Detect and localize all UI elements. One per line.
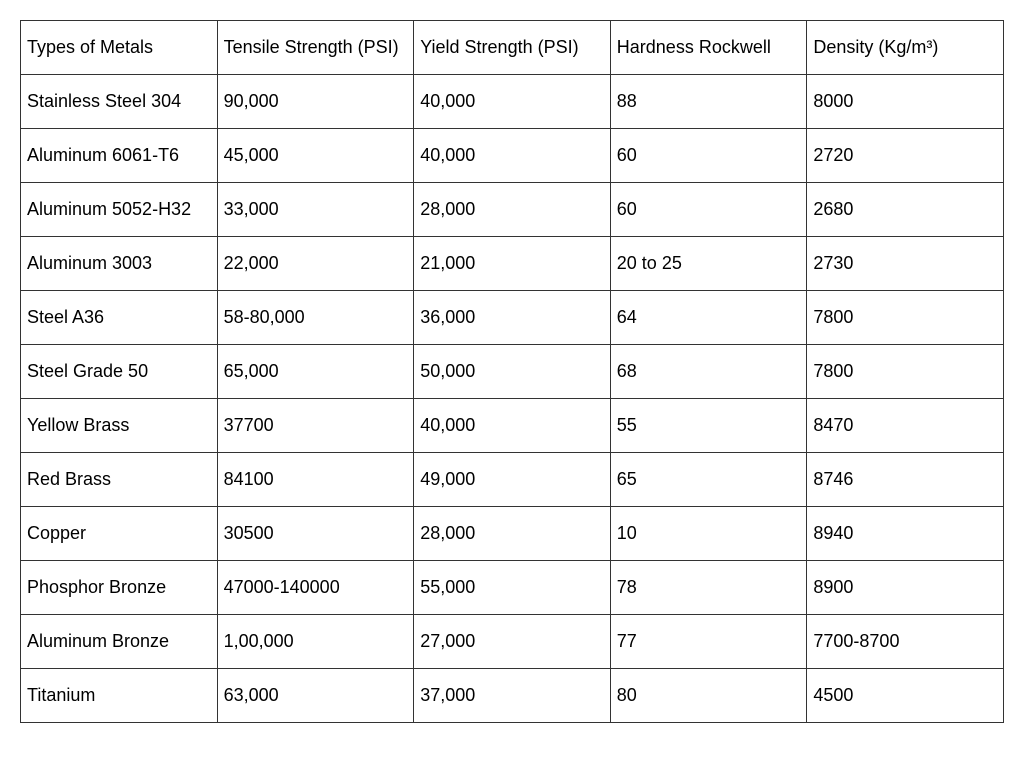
table-row: Aluminum 300322,00021,00020 to 252730 (21, 237, 1004, 291)
table-cell: 8900 (807, 561, 1004, 615)
table-row: Steel Grade 5065,00050,000 687800 (21, 345, 1004, 399)
table-cell: Aluminum 3003 (21, 237, 218, 291)
table-cell: 47000-140000 (217, 561, 414, 615)
table-row: Aluminum 5052-H3233,00028,000602680 (21, 183, 1004, 237)
column-header-yield-strength: Yield Strength (PSI) (414, 21, 611, 75)
table-cell: 2680 (807, 183, 1004, 237)
table-cell: 7800 (807, 291, 1004, 345)
table-cell: 30500 (217, 507, 414, 561)
table-cell: 8470 (807, 399, 1004, 453)
table-cell: 40,000 (414, 129, 611, 183)
table-cell: 22,000 (217, 237, 414, 291)
column-header-metal-type: Types of Metals (21, 21, 218, 75)
table-header: Types of Metals Tensile Strength (PSI) Y… (21, 21, 1004, 75)
table-cell: 77 (610, 615, 807, 669)
table-cell: Aluminum 6061-T6 (21, 129, 218, 183)
table-cell: 2730 (807, 237, 1004, 291)
table-row: Copper3050028,000108940 (21, 507, 1004, 561)
column-header-density: Density (Kg/m³) (807, 21, 1004, 75)
column-header-hardness: Hardness Rockwell (610, 21, 807, 75)
table-cell: 40,000 (414, 75, 611, 129)
table-cell: 90,000 (217, 75, 414, 129)
table-cell: 80 (610, 669, 807, 723)
column-header-tensile-strength: Tensile Strength (PSI) (217, 21, 414, 75)
table-cell: 28,000 (414, 507, 611, 561)
table-cell: 21,000 (414, 237, 611, 291)
table-cell: 20 to 25 (610, 237, 807, 291)
table-cell: Aluminum 5052-H32 (21, 183, 218, 237)
table-cell: 8940 (807, 507, 1004, 561)
table-cell: 60 (610, 129, 807, 183)
table-cell: 8746 (807, 453, 1004, 507)
table-row: Aluminum Bronze1,00,00027,000777700-8700 (21, 615, 1004, 669)
table-cell: 49,000 (414, 453, 611, 507)
table-cell: Steel Grade 50 (21, 345, 218, 399)
table-cell: 84100 (217, 453, 414, 507)
table-cell: 7700-8700 (807, 615, 1004, 669)
table-cell: 63,000 (217, 669, 414, 723)
table-cell: 36,000 (414, 291, 611, 345)
table-cell: 68 (610, 345, 807, 399)
table-cell: 55 (610, 399, 807, 453)
table-cell: Red Brass (21, 453, 218, 507)
table-cell: 65 (610, 453, 807, 507)
table-cell: Phosphor Bronze (21, 561, 218, 615)
table-cell: 37700 (217, 399, 414, 453)
table-cell: 78 (610, 561, 807, 615)
table-row: Yellow Brass3770040,000558470 (21, 399, 1004, 453)
table-cell: 8000 (807, 75, 1004, 129)
table-cell: 28,000 (414, 183, 611, 237)
table-cell: 45,000 (217, 129, 414, 183)
table-cell: 33,000 (217, 183, 414, 237)
table-cell: 50,000 (414, 345, 611, 399)
table-cell: Titanium (21, 669, 218, 723)
table-cell: Aluminum Bronze (21, 615, 218, 669)
table-cell: 2720 (807, 129, 1004, 183)
table-row: Stainless Steel 30490,00040,000888000 (21, 75, 1004, 129)
table-body: Stainless Steel 30490,00040,000888000Alu… (21, 75, 1004, 723)
table-cell: Steel A36 (21, 291, 218, 345)
table-cell: 7800 (807, 345, 1004, 399)
table-cell: 40,000 (414, 399, 611, 453)
table-cell: Yellow Brass (21, 399, 218, 453)
table-cell: 88 (610, 75, 807, 129)
table-cell: 65,000 (217, 345, 414, 399)
table-cell: 37,000 (414, 669, 611, 723)
table-cell: 64 (610, 291, 807, 345)
metals-properties-table: Types of Metals Tensile Strength (PSI) Y… (20, 20, 1004, 723)
table-cell: 58-80,000 (217, 291, 414, 345)
table-cell: Copper (21, 507, 218, 561)
header-row: Types of Metals Tensile Strength (PSI) Y… (21, 21, 1004, 75)
table-cell: 4500 (807, 669, 1004, 723)
table-cell: 60 (610, 183, 807, 237)
table-row: Phosphor Bronze47000-14000055,000788900 (21, 561, 1004, 615)
table-row: Steel A3658-80,00036,000 647800 (21, 291, 1004, 345)
table-cell: 27,000 (414, 615, 611, 669)
table-cell: 1,00,000 (217, 615, 414, 669)
table-row: Aluminum 6061-T645,00040,000602720 (21, 129, 1004, 183)
table-cell: 10 (610, 507, 807, 561)
table-cell: Stainless Steel 304 (21, 75, 218, 129)
table-row: Titanium63,00037,000804500 (21, 669, 1004, 723)
table-cell: 55,000 (414, 561, 611, 615)
table-row: Red Brass8410049,000658746 (21, 453, 1004, 507)
